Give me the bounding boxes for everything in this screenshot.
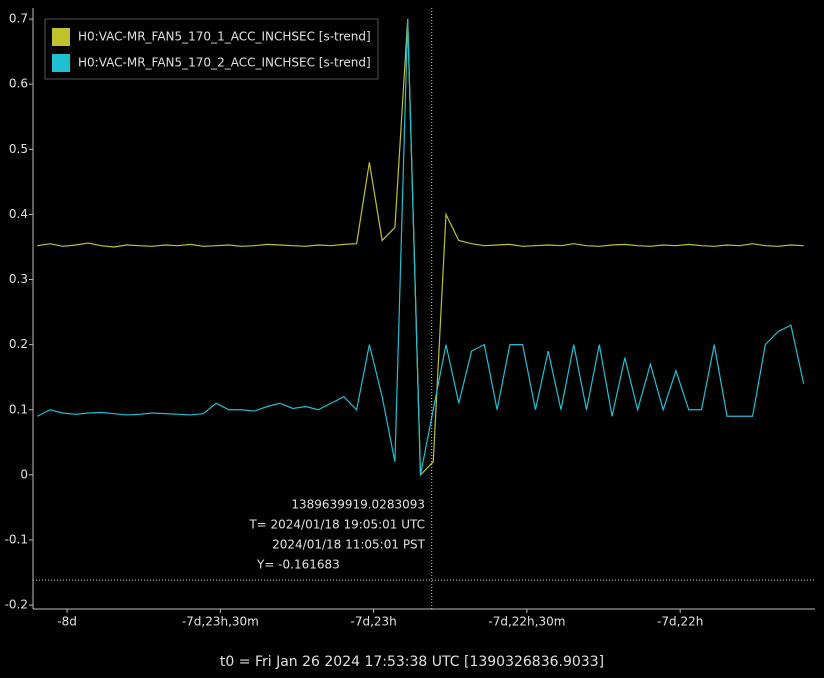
y-tick-label: -0.2 xyxy=(5,598,28,612)
series-line xyxy=(37,19,804,477)
cursor-y: Y= -0.161683 xyxy=(256,558,340,572)
y-tick-label: 0 xyxy=(20,467,28,481)
y-tick-label: 0.7 xyxy=(9,12,28,26)
y-tick-label: 0.4 xyxy=(9,207,28,221)
series-line xyxy=(36,19,805,475)
y-tick-label: 0.6 xyxy=(9,77,28,91)
y-tick-label: -0.1 xyxy=(5,532,28,546)
legend-swatch xyxy=(52,28,70,46)
legend-label: H0:VAC-MR_FAN5_170_1_ACC_INCHSEC [s-tren… xyxy=(78,30,371,44)
cursor-utc: T= 2024/01/18 19:05:01 UTC xyxy=(248,518,425,532)
footer: t0 = Fri Jan 26 2024 17:53:38 UTC [13903… xyxy=(220,654,604,670)
legend-box xyxy=(44,18,379,80)
legend-swatch xyxy=(52,54,70,72)
legend-label: H0:VAC-MR_FAN5_170_2_ACC_INCHSEC [s-tren… xyxy=(78,56,371,70)
x-tick-label: -7d,22h,30m xyxy=(488,615,565,629)
x-tick-label: -7d,23h,30m xyxy=(182,615,259,629)
y-tick-label: 0.1 xyxy=(9,402,28,416)
cursor-pst: 2024/01/18 11:05:01 PST xyxy=(272,538,426,552)
x-tick-label: -8d xyxy=(57,615,77,629)
y-tick-label: 0.2 xyxy=(9,337,28,351)
y-tick-label: 0.5 xyxy=(9,142,28,156)
x-tick-label: -7d,22h xyxy=(657,615,703,629)
cursor-gps: 1389639919.0283093 xyxy=(291,498,425,512)
x-tick-label: -7d,23h xyxy=(350,615,396,629)
y-tick-label: 0.3 xyxy=(9,272,28,286)
